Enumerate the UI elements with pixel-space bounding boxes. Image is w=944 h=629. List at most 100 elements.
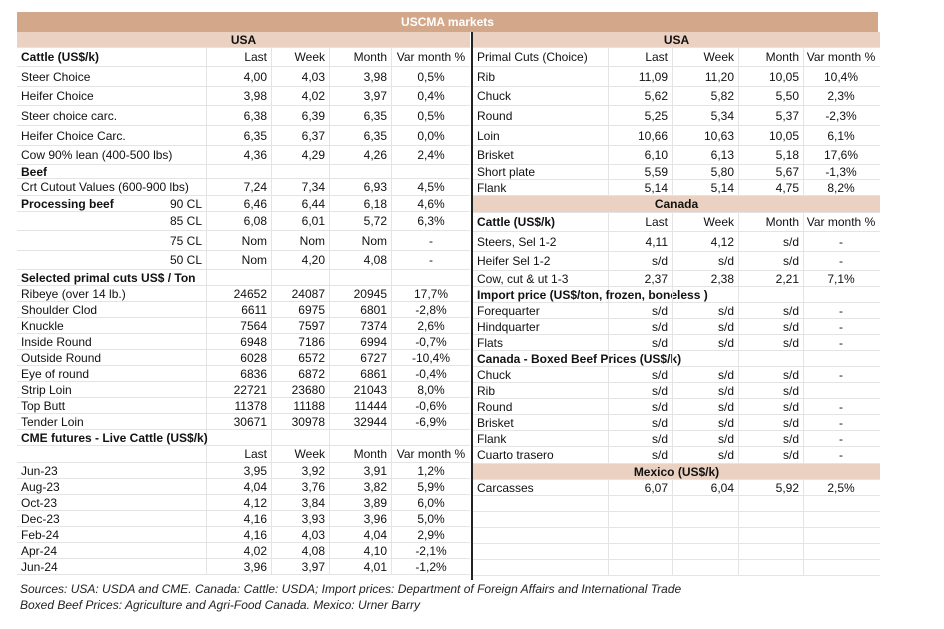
cell-month: 6801 [330,302,392,317]
cell-week: 5,14 [673,180,739,195]
cell-var-month-pct: 0,5% [417,108,445,123]
table-row-75-cl: 75 CL Nom Nom Nom - [17,231,470,251]
row-label: Heifer Choice Carc. [17,126,207,145]
table-row-blank [473,512,880,528]
table-row-blank [473,560,880,576]
cell-week: 6975 [272,302,330,317]
row-label-text: Short plate [477,165,536,179]
cell-week: 6,37 [272,126,330,145]
table-row-import-price-us-ton-frozen-boneless: Import price (US$/ton, frozen, boneless … [473,287,880,303]
cell-month: 21043 [330,382,392,397]
cell-var-month-pct: - [839,335,843,350]
cell-var-month-pct: -0,6% [415,398,447,413]
row-label: Dec-23 [17,511,207,526]
row-label: Rib [473,383,609,398]
cell-last [609,351,673,366]
table-row-brisket: Brisket 6,10 6,13 5,18 17,6% [473,146,880,165]
table-row-primal-cuts-choice: Primal Cuts (Choice) Last Week Month Var mon… [473,48,880,67]
cell-month: s/d [739,447,804,463]
cell-month: s/d [739,252,804,270]
cell-week: 4,12 [673,232,739,251]
cell-var-month-pct: - [839,415,843,430]
cell-last: s/d [609,303,673,318]
row-label: Chuck [473,367,609,382]
table-row-brisket: Brisket s/d s/d s/d - [473,415,880,431]
row-label: Knuckle [17,318,207,333]
cell-month: 6,18 [330,196,392,211]
row-label: Eye of round [17,366,207,381]
cell-last [609,528,673,543]
table-title: USCMA markets [17,12,878,32]
cell-week: 4,03 [272,67,330,86]
row-label-text: Beef [21,164,48,179]
row-label: Steer Choice [17,67,207,86]
cell-last: 5,14 [609,180,673,195]
cell-last [609,512,673,527]
cell-last: Last [609,48,673,66]
cell-var-month-pct: 17,7% [413,286,449,301]
row-label: Chuck [473,87,609,105]
table-row-processing-beef: Processing beef 90 CL 6,46 6,44 6,18 4,6% [17,196,470,212]
table-row-strip-loin: Strip Loin 22721 23680 21043 8,0% [17,382,470,398]
row-label-text: Jun-24 [21,559,58,574]
table-row-heifer-choice: Heifer Choice 3,98 4,02 3,97 0,4% [17,87,470,106]
table-row-steers-sel-1-2: Steers, Sel 1-2 4,11 4,12 s/d - [473,232,880,252]
cell-week: 6,13 [673,146,739,164]
table-row-aug-23: Aug-23 4,04 3,76 3,82 5,9% [17,479,470,495]
cell-week: s/d [673,335,739,350]
table-row-feb-24: Feb-24 4,16 4,03 4,04 2,9% [17,527,470,543]
cell-week: Week [272,446,330,462]
cell-week: s/d [673,303,739,318]
cell-week: 6872 [272,366,330,381]
table-row-blank: Last Week Month Var month % [17,446,470,463]
cell-week: 7597 [272,318,330,333]
cell-last: 6028 [207,350,272,365]
cell-last: s/d [609,447,673,463]
cell-last: 4,16 [207,511,272,526]
cell-month: 5,37 [739,106,804,125]
cell-var-month-pct [804,528,878,543]
cell-last: 10,66 [609,126,673,145]
cell-month: s/d [739,319,804,334]
cell-var-month-pct: -0,7% [415,334,447,349]
cell-last [609,544,673,559]
row-label-text: Flank [477,180,507,195]
cell-month: 3,98 [330,67,392,86]
cell-last [609,496,673,511]
table-row-hindquarter: Hindquarter s/d s/d s/d - [473,319,880,335]
cell-month [739,544,804,559]
row-label-text: Carcasses [477,480,534,495]
row-label-text: Selected primal cuts US$ / Ton [21,270,196,285]
row-label-text: Primal Cuts (Choice) [477,50,588,64]
cell-var-month-pct: - [839,303,843,318]
table-row-short-plate: Short plate 5,59 5,80 5,67 -1,3% [473,165,880,180]
cell-last: 4,11 [609,232,673,251]
cell-var-month-pct [804,287,878,302]
cell-var-month-pct: 5,0% [417,511,445,526]
row-label-text: Round [477,399,513,414]
table-row-canada-boxed-beef-prices-us-k: Canada - Boxed Beef Prices (US$/k) [473,351,880,367]
cell-var-month-pct: -10,4% [411,350,451,365]
row-label-text: Aug-23 [21,479,60,494]
cell-month [330,165,392,178]
region-band-usa: USA [17,32,470,48]
row-sublabel: 75 CL [169,233,202,248]
row-label-text: Heifer Choice [21,89,94,103]
table-row-dec-23: Dec-23 4,16 3,93 3,96 5,0% [17,511,470,527]
cell-month: 7374 [330,318,392,333]
cell-week: s/d [673,447,739,463]
cell-month [739,512,804,527]
table-row-knuckle: Knuckle 7564 7597 7374 2,6% [17,318,470,334]
cell-week: 4,08 [272,543,330,558]
cell-var-month-pct: 8,0% [417,382,445,397]
cell-last: s/d [609,415,673,430]
cell-var-month-pct: Var month % [806,215,876,229]
cell-month: 6727 [330,350,392,365]
cell-month: Month [739,213,804,231]
cell-last: s/d [609,367,673,382]
cell-var-month-pct [804,512,878,527]
cell-var-month-pct: 5,9% [417,479,445,494]
row-label: Aug-23 [17,479,207,494]
cell-month: 11444 [330,398,392,413]
row-label-text: Eye of round [21,366,90,381]
